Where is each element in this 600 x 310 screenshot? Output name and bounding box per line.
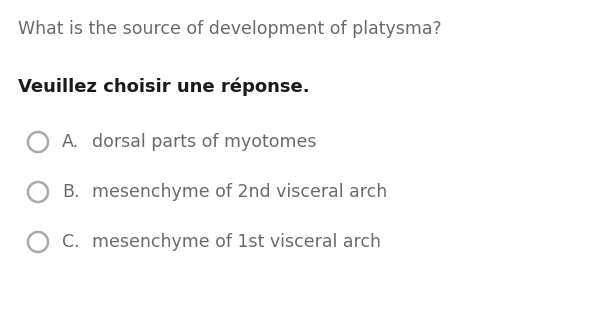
Text: mesenchyme of 1st visceral arch: mesenchyme of 1st visceral arch [92, 233, 381, 251]
Text: Veuillez choisir une réponse.: Veuillez choisir une réponse. [18, 78, 310, 96]
Text: C.: C. [62, 233, 80, 251]
Text: mesenchyme of 2nd visceral arch: mesenchyme of 2nd visceral arch [92, 183, 387, 201]
Text: B.: B. [62, 183, 79, 201]
Text: What is the source of development of platysma?: What is the source of development of pla… [18, 20, 442, 38]
Text: A.: A. [62, 133, 79, 151]
Text: dorsal parts of myotomes: dorsal parts of myotomes [92, 133, 317, 151]
